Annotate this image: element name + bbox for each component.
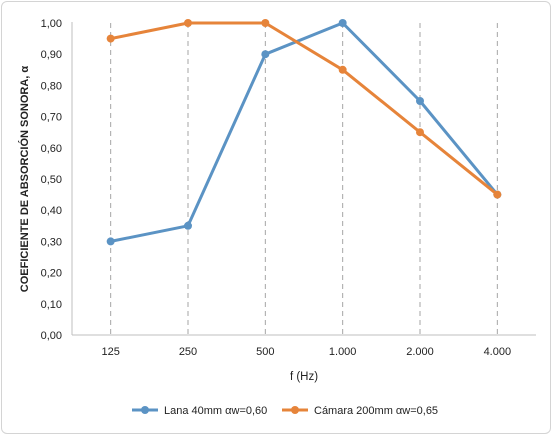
legend-item-series-1[interactable]: Lana 40mm αw=0,60: [132, 405, 267, 417]
y-tick-label: 0,60: [41, 143, 62, 155]
axis-layer: 0,00 0,10 0,20 0,30 0,40 0,50 0,60 0,70 0,80 0,90…: [41, 18, 536, 358]
data-point-series-1: [416, 97, 424, 105]
x-tick-label: 250: [179, 346, 197, 358]
data-point-series-2: [416, 128, 424, 137]
data-point-series-1: [261, 50, 270, 59]
x-tick-label: 500: [256, 346, 274, 358]
legend-label-series-1: Lana 40mm αw=0,60: [164, 405, 267, 417]
x-tick-label: 2.000: [406, 346, 434, 358]
y-tick-label: 0,30: [41, 236, 62, 248]
legend: Lana 40mm αw=0,60 Cámara 200mm αw=0,65: [132, 405, 438, 417]
x-tick-label: 125: [101, 346, 119, 358]
chart-frame: 0,00 0,10 0,20 0,30 0,40 0,50 0,60 0,70 0,80 0,90…: [1, 1, 551, 434]
y-tick-label: 0,00: [41, 330, 62, 342]
x-axis-title: f (Hz): [290, 371, 318, 383]
y-axis-title: COEFICIENTE DE ABSORCIÓN SONORA, α: [18, 66, 31, 293]
data-point-series-2: [338, 65, 347, 74]
series-layer: [106, 19, 502, 246]
data-point-series-2: [184, 19, 192, 27]
y-tick-label: 0,80: [41, 80, 62, 92]
legend-marker-series-2: [291, 406, 299, 414]
data-point-series-2: [261, 19, 270, 27]
legend-marker-series-1: [141, 406, 149, 414]
data-point-series-1: [184, 221, 192, 230]
data-point-series-2: [106, 34, 115, 43]
legend-label-series-2: Cámara 200mm αw=0,65: [314, 405, 438, 417]
grid-layer: [110, 23, 498, 335]
y-tick-label: 0,20: [41, 268, 62, 280]
legend-item-series-2[interactable]: Cámara 200mm αw=0,65: [282, 405, 438, 417]
y-tick-label: 0,10: [41, 299, 62, 311]
line-chart: 0,00 0,10 0,20 0,30 0,40 0,50 0,60 0,70 0,80 0,90…: [18, 18, 536, 417]
y-tick-label: 0,50: [41, 174, 62, 186]
y-tick-label: 0,90: [41, 49, 62, 61]
series-line-1: [109, 21, 499, 243]
y-tick-label: 0,70: [41, 112, 62, 124]
data-point-series-1: [338, 19, 347, 27]
series-line-2: [109, 21, 499, 197]
x-tick-label: 1.000: [329, 346, 357, 358]
y-tick-label: 1,00: [41, 18, 62, 30]
data-point-series-1: [106, 237, 115, 246]
data-point-series-2: [493, 190, 502, 199]
y-tick-label: 0,40: [41, 205, 62, 217]
x-tick-label: 4.000: [484, 346, 512, 358]
